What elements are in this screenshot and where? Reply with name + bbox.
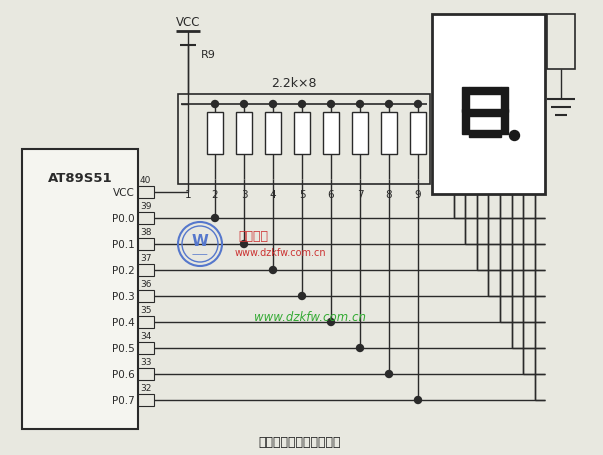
Bar: [470, 109, 502, 116]
Circle shape: [356, 101, 364, 108]
Circle shape: [385, 371, 393, 378]
Bar: [138, 290, 154, 302]
Circle shape: [241, 101, 247, 108]
Text: 33: 33: [140, 357, 151, 366]
Text: 2: 2: [212, 190, 218, 200]
Text: P0.5: P0.5: [112, 343, 135, 353]
Text: 34: 34: [140, 331, 151, 340]
Bar: [547, 15, 575, 70]
Text: VCC: VCC: [175, 15, 200, 29]
Circle shape: [298, 101, 306, 108]
Text: R9: R9: [201, 50, 215, 60]
Bar: [138, 394, 154, 406]
Bar: [352, 113, 368, 155]
Text: 40: 40: [140, 176, 151, 185]
Text: 5: 5: [298, 190, 305, 200]
Text: 1: 1: [185, 190, 191, 200]
Text: P0.3: P0.3: [112, 291, 135, 301]
Bar: [138, 212, 154, 224]
Text: P0.2: P0.2: [112, 265, 135, 275]
Circle shape: [270, 267, 277, 274]
Text: 35: 35: [140, 305, 151, 314]
Bar: [138, 316, 154, 328]
Bar: [138, 368, 154, 380]
Circle shape: [414, 101, 421, 108]
Text: W: W: [192, 234, 209, 249]
Circle shape: [510, 131, 520, 141]
Text: P0.6: P0.6: [112, 369, 135, 379]
Bar: [178, 95, 430, 185]
Text: 38: 38: [140, 228, 151, 237]
Bar: [138, 342, 154, 354]
Text: www.dzkfw.com.cn: www.dzkfw.com.cn: [235, 248, 327, 258]
Circle shape: [241, 241, 247, 248]
Circle shape: [298, 293, 306, 300]
Bar: [138, 238, 154, 250]
Bar: [265, 113, 281, 155]
Bar: [432, 15, 545, 195]
Text: 39: 39: [140, 202, 151, 211]
Text: P0.7: P0.7: [112, 395, 135, 405]
Circle shape: [212, 101, 218, 108]
Text: 37: 37: [140, 253, 151, 263]
Bar: [22, 150, 138, 429]
Text: P0.0: P0.0: [112, 213, 135, 223]
Text: 7: 7: [357, 190, 364, 200]
Text: 6: 6: [327, 190, 334, 200]
Bar: [381, 113, 397, 155]
Bar: [207, 113, 223, 155]
Bar: [470, 131, 502, 138]
Bar: [294, 113, 310, 155]
Text: 8: 8: [386, 190, 393, 200]
Text: 2.2k×8: 2.2k×8: [271, 76, 317, 89]
Text: AT89S51: AT89S51: [48, 171, 112, 184]
Bar: [502, 109, 508, 134]
Bar: [470, 88, 502, 95]
Text: 4: 4: [270, 190, 276, 200]
Bar: [138, 264, 154, 276]
Text: P0.4: P0.4: [112, 317, 135, 327]
Text: 36: 36: [140, 279, 151, 288]
Text: 3: 3: [241, 190, 247, 200]
Text: 电子开发: 电子开发: [238, 230, 268, 243]
Circle shape: [212, 215, 218, 222]
Circle shape: [327, 101, 335, 108]
Text: ——: ——: [192, 250, 209, 259]
Circle shape: [356, 345, 364, 352]
Bar: [463, 88, 470, 113]
Text: P0.1: P0.1: [112, 239, 135, 249]
Text: 9: 9: [415, 190, 421, 200]
Circle shape: [327, 319, 335, 326]
Text: 八路键控数码管显示制作: 八路键控数码管显示制作: [259, 435, 341, 449]
Bar: [463, 109, 470, 134]
Bar: [410, 113, 426, 155]
Bar: [236, 113, 252, 155]
Text: 32: 32: [140, 383, 151, 392]
Bar: [323, 113, 339, 155]
Text: www.dzkfw.com.cn: www.dzkfw.com.cn: [254, 311, 366, 324]
Bar: [138, 187, 154, 198]
Circle shape: [270, 101, 277, 108]
Circle shape: [414, 397, 421, 404]
Text: VCC: VCC: [113, 187, 135, 197]
Bar: [502, 88, 508, 113]
Circle shape: [385, 101, 393, 108]
